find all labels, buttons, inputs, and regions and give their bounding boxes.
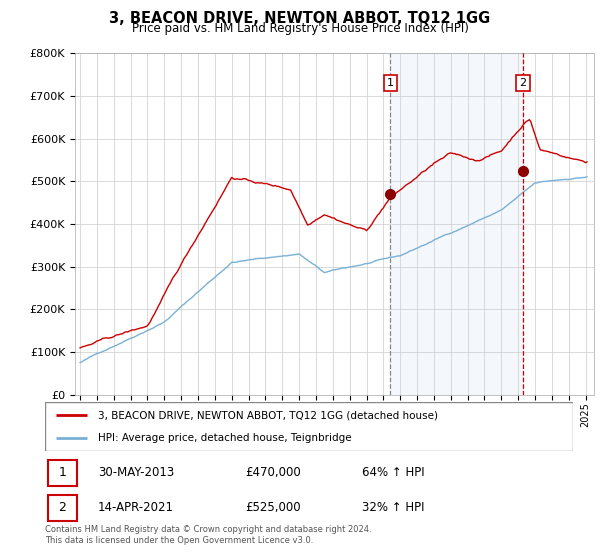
Text: 14-APR-2021: 14-APR-2021 [98,501,174,515]
Text: 30-MAY-2013: 30-MAY-2013 [98,466,174,479]
Text: Price paid vs. HM Land Registry's House Price Index (HPI): Price paid vs. HM Land Registry's House … [131,22,469,35]
FancyBboxPatch shape [47,495,77,521]
FancyBboxPatch shape [45,402,573,451]
Text: 3, BEACON DRIVE, NEWTON ABBOT, TQ12 1GG (detached house): 3, BEACON DRIVE, NEWTON ABBOT, TQ12 1GG … [98,410,438,421]
Bar [391,53,523,395]
Text: 3, BEACON DRIVE, NEWTON ABBOT, TQ12 1GG: 3, BEACON DRIVE, NEWTON ABBOT, TQ12 1GG [109,11,491,26]
Text: 1: 1 [58,466,67,479]
Text: £525,000: £525,000 [245,501,301,515]
Text: 2: 2 [520,78,526,88]
Text: 2: 2 [58,501,67,515]
Text: HPI: Average price, detached house, Teignbridge: HPI: Average price, detached house, Teig… [98,433,352,444]
Text: £470,000: £470,000 [245,466,301,479]
Text: 64% ↑ HPI: 64% ↑ HPI [362,466,424,479]
Text: 1: 1 [387,78,394,88]
FancyBboxPatch shape [47,460,77,486]
Text: 32% ↑ HPI: 32% ↑ HPI [362,501,424,515]
Text: Contains HM Land Registry data © Crown copyright and database right 2024.
This d: Contains HM Land Registry data © Crown c… [45,525,371,545]
